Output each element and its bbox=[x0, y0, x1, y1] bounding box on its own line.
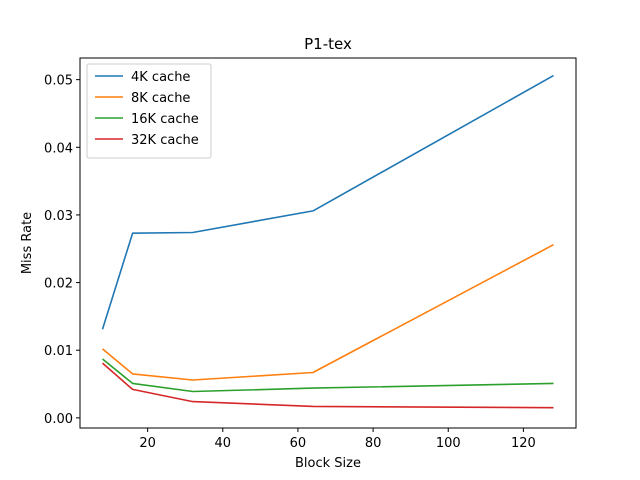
x-axis-ticks: 20 40 60 80 100 120 bbox=[139, 428, 536, 451]
plot-lines bbox=[101, 74, 554, 409]
series-line-32k-cache bbox=[101, 362, 554, 409]
y-axis-ticks: 0.00 0.01 0.02 0.03 0.04 0.05 bbox=[44, 74, 80, 427]
y-axis-label: Miss Rate bbox=[20, 212, 35, 274]
legend: 4K cache 8K cache 16K cache 32K cache bbox=[86, 63, 212, 159]
y-tick-label: 0.01 bbox=[44, 344, 73, 359]
x-axis-label: Block Size bbox=[295, 456, 361, 471]
y-tick-label: 0.03 bbox=[44, 209, 73, 224]
series-line-16k-cache bbox=[101, 358, 554, 393]
y-tick-label: 0.00 bbox=[44, 412, 73, 427]
x-tick-label: 60 bbox=[290, 436, 307, 451]
x-tick-label: 20 bbox=[139, 436, 156, 451]
y-tick-label: 0.05 bbox=[44, 74, 73, 89]
series-line-8k-cache bbox=[101, 243, 554, 381]
series-line-4k-cache bbox=[101, 74, 554, 330]
legend-label: 8K cache bbox=[131, 91, 190, 106]
plot-area-frame bbox=[79, 57, 577, 429]
legend-label: 16K cache bbox=[131, 112, 199, 127]
chart-title: P1-tex bbox=[304, 35, 352, 53]
legend-box bbox=[86, 63, 212, 159]
legend-label: 32K cache bbox=[131, 133, 199, 148]
x-tick-label: 80 bbox=[365, 436, 382, 451]
legend-label: 4K cache bbox=[131, 70, 190, 85]
y-tick-label: 0.04 bbox=[44, 141, 73, 156]
x-tick-label: 100 bbox=[436, 436, 461, 451]
y-tick-label: 0.02 bbox=[44, 277, 73, 292]
x-tick-label: 120 bbox=[511, 436, 536, 451]
x-tick-label: 40 bbox=[215, 436, 232, 451]
